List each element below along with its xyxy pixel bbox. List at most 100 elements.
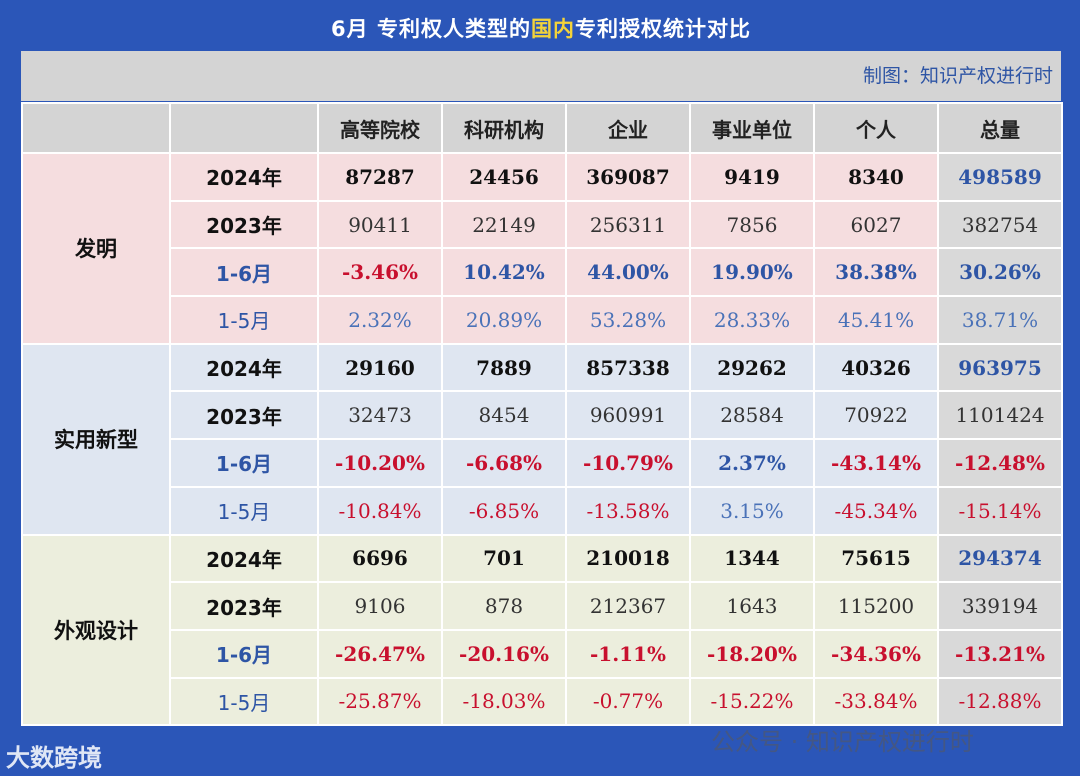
value-cell: 87287 xyxy=(317,152,443,202)
column-header: 企业 xyxy=(565,102,691,154)
table-row: 1-5月 -25.87% -18.03% -0.77% -15.22% -33.84% -1… xyxy=(22,676,1063,727)
header-blank-1 xyxy=(21,102,171,154)
value-cell: 7889 xyxy=(441,342,567,393)
value-cell: 40326 xyxy=(813,342,939,393)
value-cell: 1344 xyxy=(689,533,815,584)
value-cell: -1.11% xyxy=(565,628,691,679)
value-cell: 3.15% xyxy=(689,485,815,536)
value-cell: 960991 xyxy=(565,390,691,441)
page-title: 6月 专利权人类型的国内专利授权统计对比 xyxy=(21,10,1061,48)
value-cell: 212367 xyxy=(565,581,691,631)
total-cell: 382754 xyxy=(937,199,1063,250)
value-cell: 878 xyxy=(441,581,567,631)
credit-text: 制图：知识产权进行时 xyxy=(862,65,1053,87)
value-cell: -10.84% xyxy=(317,485,443,536)
value-cell: 90411 xyxy=(317,199,443,250)
row-label: 2024年 xyxy=(169,152,319,202)
total-cell: -15.14% xyxy=(937,485,1063,536)
value-cell: 8454 xyxy=(441,390,567,441)
column-header: 个人 xyxy=(813,102,939,154)
row-label: 2024年 xyxy=(169,342,319,393)
title-prefix: 6月 专利权人类型的 xyxy=(331,17,531,41)
logo: 大数跨境 xyxy=(6,744,102,772)
value-cell: 1643 xyxy=(689,581,815,631)
table-row: 1-5月 -10.84% -6.85% -13.58% 3.15% -45.34% -15.… xyxy=(22,485,1063,536)
row-label: 2024年 xyxy=(169,533,319,584)
category-label: 外观设计 xyxy=(21,533,171,727)
value-cell: -34.36% xyxy=(813,628,939,679)
value-cell: 29262 xyxy=(689,342,815,393)
value-cell: 70922 xyxy=(813,390,939,441)
value-cell: 38.38% xyxy=(813,247,939,298)
value-cell: 701 xyxy=(441,533,567,584)
total-cell: 498589 xyxy=(937,152,1063,202)
credit-bar: 制图：知识产权进行时 xyxy=(21,51,1061,101)
value-cell: 22149 xyxy=(441,199,567,250)
table-row: 1-6月 -26.47% -20.16% -1.11% -18.20% -34.36% -1… xyxy=(22,628,1063,679)
row-label: 1-5月 xyxy=(169,485,319,536)
value-cell: -6.68% xyxy=(441,438,567,488)
value-cell: 29160 xyxy=(317,342,443,393)
table-row: 实用新型 2024年 29160 7889 857338 29262 40326 963975 xyxy=(21,342,1063,536)
value-cell: 53.28% xyxy=(565,295,691,345)
header-blank-2 xyxy=(169,102,319,154)
value-cell: 8340 xyxy=(813,152,939,202)
table-row: 2023年 9106 878 212367 1643 115200 339194 xyxy=(22,581,1063,631)
category-label: 实用新型 xyxy=(21,342,171,536)
value-cell: 19.90% xyxy=(689,247,815,298)
value-cell: -25.87% xyxy=(317,676,443,727)
table-row: 1-6月 -10.20% -6.68% -10.79% 2.37% -43.14% -12.… xyxy=(22,438,1063,488)
chart-frame: 6月 专利权人类型的国内专利授权统计对比 制图：知识产权进行时 高等院校 科研机… xyxy=(21,10,1063,772)
value-cell: -43.14% xyxy=(813,438,939,488)
total-cell: 339194 xyxy=(937,581,1063,631)
value-cell: 20.89% xyxy=(441,295,567,345)
value-cell: 2.37% xyxy=(689,438,815,488)
value-cell: 28.33% xyxy=(689,295,815,345)
value-cell: -18.20% xyxy=(689,628,815,679)
total-cell: -12.88% xyxy=(937,676,1063,727)
row-label: 1-6月 xyxy=(169,438,319,488)
row-label: 2023年 xyxy=(169,390,319,441)
value-cell: -45.34% xyxy=(813,485,939,536)
value-cell: -20.16% xyxy=(441,628,567,679)
column-header: 科研机构 xyxy=(441,102,567,154)
value-cell: 210018 xyxy=(565,533,691,584)
value-cell: -3.46% xyxy=(317,247,443,298)
value-cell: -26.47% xyxy=(317,628,443,679)
value-cell: 9419 xyxy=(689,152,815,202)
table-row: 1-6月 -3.46% 10.42% 44.00% 19.90% 38.38% 30.26% xyxy=(22,247,1063,298)
row-label: 2023年 xyxy=(169,199,319,250)
value-cell: -10.20% xyxy=(317,438,443,488)
total-cell: -13.21% xyxy=(937,628,1063,679)
value-cell: -33.84% xyxy=(813,676,939,727)
value-cell: 7856 xyxy=(689,199,815,250)
value-cell: -10.79% xyxy=(565,438,691,488)
total-cell: 1101424 xyxy=(937,390,1063,441)
value-cell: -15.22% xyxy=(689,676,815,727)
total-cell: 38.71% xyxy=(937,295,1063,345)
table-row: 2023年 90411 22149 256311 7856 6027 382754 xyxy=(22,199,1063,250)
table-body: 发明 2024年 87287 24456 369087 9419 8340 498589 202… xyxy=(21,152,1063,727)
value-cell: 10.42% xyxy=(441,247,567,298)
table-row: 外观设计 2024年 6696 701 210018 1344 75615 294374 xyxy=(21,533,1063,727)
value-cell: 256311 xyxy=(565,199,691,250)
title-highlight: 国内 xyxy=(530,17,575,41)
watermark: 公众号 · 知识产权进行时 xyxy=(711,728,974,756)
value-cell: -0.77% xyxy=(565,676,691,727)
value-cell: -6.85% xyxy=(441,485,567,536)
value-cell: 45.41% xyxy=(813,295,939,345)
value-cell: 32473 xyxy=(317,390,443,441)
table-row: 1-5月 2.32% 20.89% 53.28% 28.33% 45.41% 38.71% xyxy=(22,295,1063,345)
value-cell: 6696 xyxy=(317,533,443,584)
value-cell: 28584 xyxy=(689,390,815,441)
row-label: 1-6月 xyxy=(169,247,319,298)
category-label: 发明 xyxy=(21,152,171,345)
value-cell: 9106 xyxy=(317,581,443,631)
column-header: 总量 xyxy=(937,102,1063,154)
column-header: 事业单位 xyxy=(689,102,815,154)
patent-table: 高等院校 科研机构 企业 事业单位 个人 总量 发明 2024年 87287 2445… xyxy=(21,102,1063,727)
total-cell: 30.26% xyxy=(937,247,1063,298)
value-cell: -13.58% xyxy=(565,485,691,536)
header-row: 高等院校 科研机构 企业 事业单位 个人 总量 xyxy=(21,102,1063,154)
value-cell: 369087 xyxy=(565,152,691,202)
